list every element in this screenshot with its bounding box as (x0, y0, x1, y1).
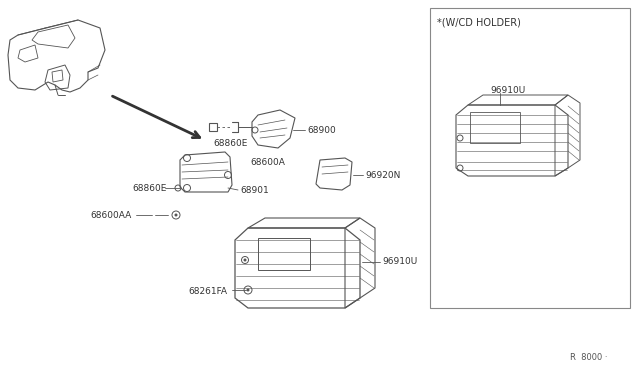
Text: 96920N: 96920N (365, 170, 401, 180)
Circle shape (243, 259, 246, 262)
Bar (209, 123, 217, 131)
Circle shape (175, 214, 177, 217)
Text: *(W/CD HOLDER): *(W/CD HOLDER) (437, 17, 521, 27)
Text: 68860E: 68860E (213, 138, 248, 148)
Text: 68900: 68900 (307, 125, 336, 135)
Text: 68600AA: 68600AA (90, 211, 131, 219)
Text: 68901: 68901 (240, 186, 269, 195)
Text: 96910U: 96910U (382, 257, 417, 266)
Text: 96910U: 96910U (490, 86, 525, 94)
Bar (430, 8, 630, 308)
Circle shape (246, 289, 250, 292)
Text: 68860E: 68860E (132, 183, 166, 192)
Text: R  8000 ·: R 8000 · (570, 353, 607, 362)
Text: 68600A: 68600A (250, 157, 285, 167)
Text: 68261FA: 68261FA (188, 288, 227, 296)
